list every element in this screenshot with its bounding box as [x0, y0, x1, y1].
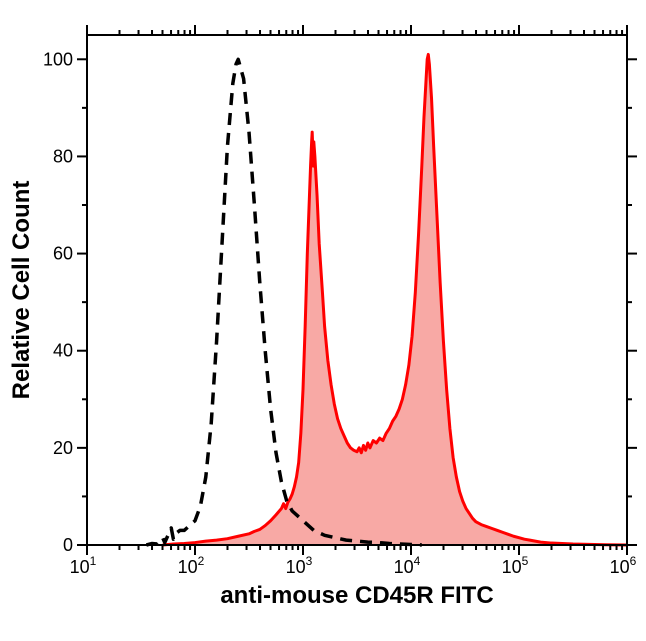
x-tick-label: 104	[394, 554, 421, 577]
y-tick-label: 80	[53, 146, 73, 166]
y-axis-label: Relative Cell Count	[8, 181, 35, 400]
x-tick-label: 102	[178, 554, 205, 577]
y-tick-label: 20	[53, 438, 73, 458]
x-tick-label: 105	[502, 554, 529, 577]
x-tick-label: 103	[286, 554, 313, 577]
y-tick-label: 0	[63, 535, 73, 555]
y-tick-label: 40	[53, 341, 73, 361]
y-tick-label: 60	[53, 244, 73, 264]
x-tick-label: 106	[610, 554, 637, 577]
y-tick-label: 100	[43, 49, 73, 69]
chart-container: 101 102 103 104 105 106 0 20 40 60 80 100 anti-mouse…	[0, 0, 646, 641]
x-tick-label: 101	[70, 554, 97, 577]
histogram-chart: 101 102 103 104 105 106 0 20 40 60 80 100 anti-mouse…	[0, 0, 646, 641]
x-axis-label: anti-mouse CD45R FITC	[220, 582, 493, 609]
